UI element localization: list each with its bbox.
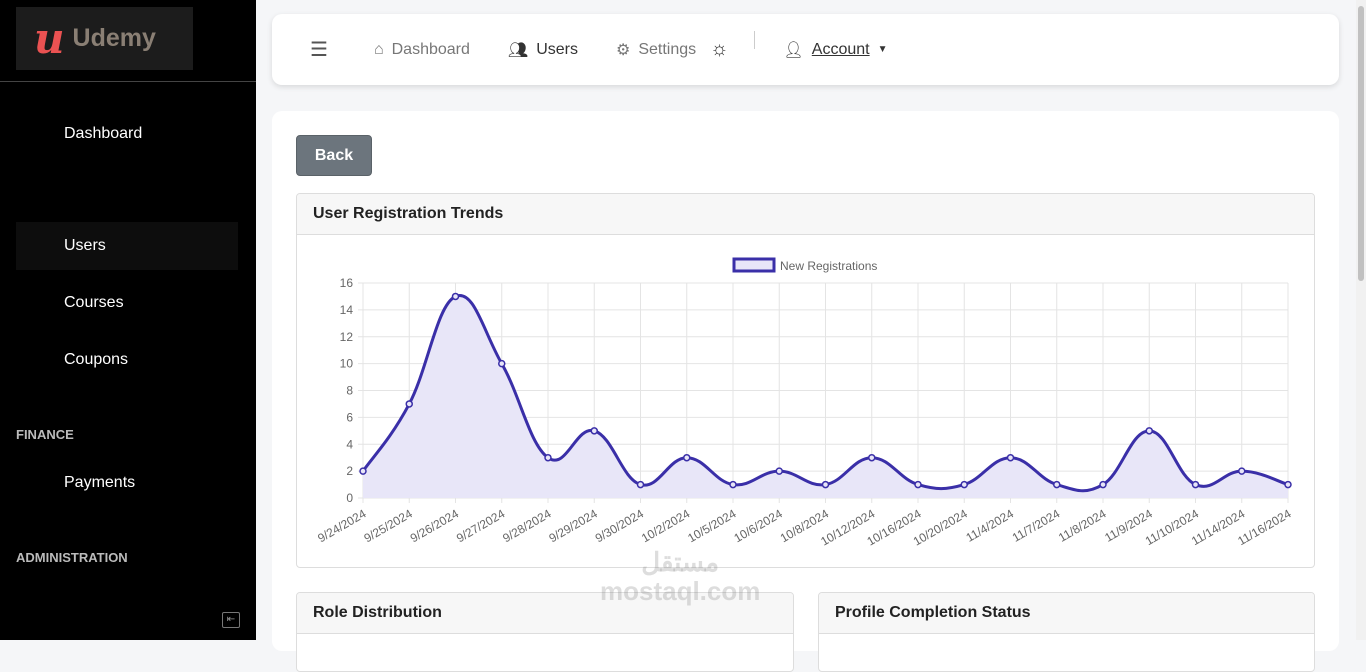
account-dropdown[interactable]: 👤︎ Account ▼: [783, 40, 888, 59]
card-title: Role Distribution: [297, 593, 793, 634]
data-point: [729, 480, 737, 489]
data-point: [914, 480, 922, 489]
legend-label: New Registrations: [780, 259, 877, 273]
x-tick-label: 11/7/2024: [1010, 506, 1063, 545]
data-point: [590, 427, 598, 435]
data-point: [359, 467, 367, 475]
x-tick-label: 9/25/2024: [362, 506, 416, 545]
sidebar-item-payments[interactable]: Payments: [64, 474, 136, 491]
x-tick-label: 10/5/2024: [685, 506, 739, 545]
home-icon: ⌂: [373, 40, 384, 58]
data-point: [1053, 480, 1061, 489]
user-icon: 👤︎: [783, 41, 804, 59]
x-tick-label: 11/8/2024: [1056, 506, 1109, 545]
series-area: [363, 295, 1288, 498]
y-tick-label: 2: [346, 464, 353, 478]
data-point: [636, 480, 645, 489]
data-point: [868, 453, 876, 462]
sun-theme-toggle-icon[interactable]: ☼: [710, 38, 729, 60]
sidebar-item-users[interactable]: Users: [16, 222, 238, 270]
registration-trends-card: User Registration Trends 0 2 4 6 8 10 12 14 16 9/…: [296, 193, 1315, 568]
data-point: [775, 467, 783, 475]
y-tick-label: 6: [346, 410, 353, 424]
main-content: Back User Registration Trends 0 2 4 6 8 10 12 1…: [272, 111, 1339, 672]
x-tick-label: 11/16/2024: [1235, 506, 1294, 548]
y-tick-label: 0: [346, 491, 353, 505]
y-tick-label: 8: [346, 384, 353, 398]
data-point: [405, 400, 413, 408]
x-tick-label: 9/28/2024: [500, 506, 554, 545]
scrollbar[interactable]: [1356, 0, 1366, 640]
section-administration: ADMINISTRATION: [16, 550, 128, 565]
x-tick-label: 11/4/2024: [964, 506, 1017, 545]
y-tick-label: 4: [346, 437, 353, 451]
scrollbar-thumb[interactable]: [1358, 6, 1364, 281]
profile-completion-card: Profile Completion Status: [818, 592, 1315, 672]
sidebar: u Udemy Dashboard Users Courses Coupons F…: [0, 0, 256, 640]
udemy-logo[interactable]: u Udemy: [16, 7, 193, 70]
y-tick-label: 14: [340, 303, 354, 317]
nav-dashboard[interactable]: ⌂ Dashboard: [373, 40, 470, 58]
x-tick-label: 9/30/2024: [593, 506, 647, 545]
data-point: [821, 480, 830, 489]
nav-settings[interactable]: ⚙ Settings: [615, 40, 697, 59]
series-line: [361, 293, 1289, 493]
x-tick-label: 9/24/2024: [315, 506, 369, 545]
sidebar-item-courses[interactable]: Courses: [64, 294, 124, 311]
card-title: User Registration Trends: [297, 194, 1314, 235]
x-tick-label: 10/6/2024: [732, 506, 786, 545]
section-finance: FINANCE: [16, 427, 74, 442]
data-point: [1191, 480, 1200, 489]
data-point: [1284, 480, 1292, 489]
divider: [754, 30, 756, 49]
back-button[interactable]: Back: [296, 135, 372, 176]
divider: [0, 81, 256, 82]
caret-down-icon: ▼: [877, 44, 888, 55]
collapse-sidebar-icon[interactable]: ⇤: [222, 612, 240, 628]
data-point: [683, 453, 691, 462]
card-title: Profile Completion Status: [819, 593, 1314, 634]
data-point: [1238, 467, 1246, 475]
data-point: [1006, 453, 1015, 462]
y-tick-label: 16: [340, 276, 354, 290]
data-point: [960, 480, 968, 489]
sidebar-item-dashboard[interactable]: Dashboard: [64, 125, 143, 142]
legend-swatch: [732, 257, 776, 273]
top-navbar: ☰ ⌂ Dashboard 👥︎ Users ⚙ Settings ☼ 👤︎ Accou…: [272, 14, 1339, 85]
gear-icon: ⚙: [615, 41, 631, 59]
data-point: [451, 292, 460, 301]
y-tick-label: 12: [340, 330, 354, 344]
data-point: [1145, 427, 1153, 435]
data-point: [1099, 480, 1107, 489]
x-tick-label: 9/26/2024: [408, 506, 462, 545]
data-point: [544, 453, 552, 462]
data-point: [498, 359, 506, 368]
sidebar-item-coupons[interactable]: Coupons: [64, 351, 129, 368]
x-tick-label: 9/29/2024: [547, 506, 601, 545]
y-tick-label: 10: [340, 357, 354, 371]
watermark: مستقل mostaql.com: [600, 547, 761, 606]
nav-users[interactable]: 👥︎ Users: [507, 40, 578, 59]
x-tick-label: 9/27/2024: [454, 506, 508, 545]
registration-line-chart: 0 2 4 6 8 10 12 14 16 9/24/20249/25/20249/26/2024…: [315, 257, 1294, 549]
hamburger-menu-icon[interactable]: ☰: [310, 39, 328, 61]
users-icon: 👥︎: [507, 41, 529, 59]
x-tick-label: 10/2/2024: [639, 506, 693, 545]
